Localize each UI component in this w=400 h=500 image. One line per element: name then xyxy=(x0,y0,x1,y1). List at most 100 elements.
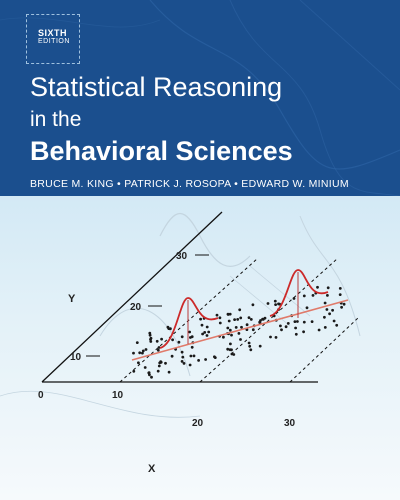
scatter-point xyxy=(213,355,216,359)
scatter-point xyxy=(177,340,181,344)
scatter-point xyxy=(294,326,297,330)
scatter-point xyxy=(135,341,139,344)
scatter-point xyxy=(164,361,167,365)
scatter-point xyxy=(226,313,230,316)
x-axis-label: X xyxy=(148,463,156,475)
scatter-point xyxy=(245,323,249,327)
scatter-point xyxy=(247,341,251,345)
scatter-point xyxy=(326,286,330,290)
scatter-point xyxy=(317,328,321,332)
scatter-point xyxy=(207,330,211,334)
scatter-point xyxy=(274,336,278,339)
scatter-point xyxy=(156,369,160,373)
scatter-point xyxy=(302,294,306,298)
scatter-point xyxy=(248,344,252,348)
scatter-point xyxy=(233,318,237,321)
scatter-point xyxy=(205,325,209,329)
scatter-point xyxy=(228,328,232,332)
scatter-point xyxy=(302,330,305,334)
x-tick-label-10: 10 xyxy=(112,390,124,401)
scatter-point xyxy=(326,294,329,297)
scatter-point xyxy=(228,348,232,352)
scatter-point xyxy=(310,320,314,323)
scatter-point xyxy=(338,293,342,296)
scatter-point xyxy=(132,369,136,373)
scatter-point xyxy=(266,302,270,305)
scatter-point xyxy=(190,335,194,339)
y-axis-label: Y xyxy=(68,293,76,305)
scatter-point xyxy=(332,319,336,323)
scatter-point xyxy=(226,347,230,351)
scatter-point xyxy=(227,319,231,323)
scatter-point xyxy=(238,308,242,312)
distribution-curve-left xyxy=(159,297,219,349)
scatter-point xyxy=(229,342,232,346)
scatter-point xyxy=(156,348,160,352)
scatter-point xyxy=(182,362,186,365)
distribution-curve-right xyxy=(269,269,329,317)
scatter-point xyxy=(160,337,164,341)
scatter-points xyxy=(132,285,346,379)
origin-label: 0 xyxy=(38,390,44,401)
scatter-point xyxy=(236,318,240,321)
scatter-point xyxy=(205,334,209,337)
scatter-point xyxy=(218,316,222,320)
scatter-point xyxy=(192,354,196,358)
title-line-3: Behavioral Sciences xyxy=(30,136,293,166)
scatter-point xyxy=(180,350,184,354)
scatter-point xyxy=(331,308,334,312)
title-line-1: Statistical Reasoning xyxy=(30,72,283,102)
scatter-point xyxy=(226,326,230,330)
y-tick-label-20: 20 xyxy=(130,302,142,313)
header-band: SIXTH EDITION Statistical Reasoning in t… xyxy=(0,0,400,196)
scatter-point xyxy=(137,361,140,365)
scatter-point xyxy=(340,305,343,309)
scatter-point xyxy=(249,318,253,321)
scatter-point xyxy=(325,308,329,311)
regression-line xyxy=(131,299,349,361)
scatter-point xyxy=(148,331,152,335)
scatter-point xyxy=(144,348,148,351)
scatter-point xyxy=(201,332,205,336)
scatter-point xyxy=(181,355,185,359)
scatter-point xyxy=(157,364,161,368)
scatter-point xyxy=(280,328,283,332)
scatter-point xyxy=(222,335,225,339)
scatter-point xyxy=(234,326,238,329)
depth-line-10 xyxy=(119,257,259,383)
scatter-point xyxy=(166,325,170,329)
scatter-point xyxy=(141,351,144,355)
scatter-point xyxy=(294,332,298,336)
scatter-point xyxy=(249,348,253,352)
scatter-point xyxy=(342,302,346,306)
scatter-point xyxy=(251,303,255,307)
scatter-point xyxy=(278,302,281,306)
scatter-point xyxy=(323,326,327,329)
scatter-point xyxy=(170,354,174,358)
scatter-point xyxy=(279,324,282,328)
scatter-point xyxy=(230,333,233,337)
scatter-point xyxy=(305,306,309,310)
scatter-point xyxy=(273,299,277,303)
scatter-point xyxy=(149,336,153,340)
scatter-point xyxy=(323,301,327,305)
scatter-point xyxy=(188,363,192,367)
y-tick-label-10: 10 xyxy=(70,352,82,363)
scatter-point xyxy=(200,323,204,327)
scatter-point xyxy=(141,349,145,353)
scatter-point xyxy=(199,317,203,321)
scatter-point xyxy=(190,345,194,349)
scatter-point xyxy=(232,353,236,356)
scatter-point xyxy=(293,320,297,323)
scatter-point xyxy=(239,338,242,341)
edition-sub-label: EDITION xyxy=(38,38,70,45)
x-tick-label-20: 20 xyxy=(192,418,204,429)
scatter-point xyxy=(302,320,306,324)
scatter-point xyxy=(204,358,208,361)
scatter-point xyxy=(292,297,296,300)
scatter-point xyxy=(284,325,288,329)
x-tick-label-30: 30 xyxy=(284,418,296,429)
scatter-point xyxy=(237,332,241,335)
authors-line: BRUCE M. KING • PATRICK J. ROSOPA • EDWA… xyxy=(30,178,349,190)
